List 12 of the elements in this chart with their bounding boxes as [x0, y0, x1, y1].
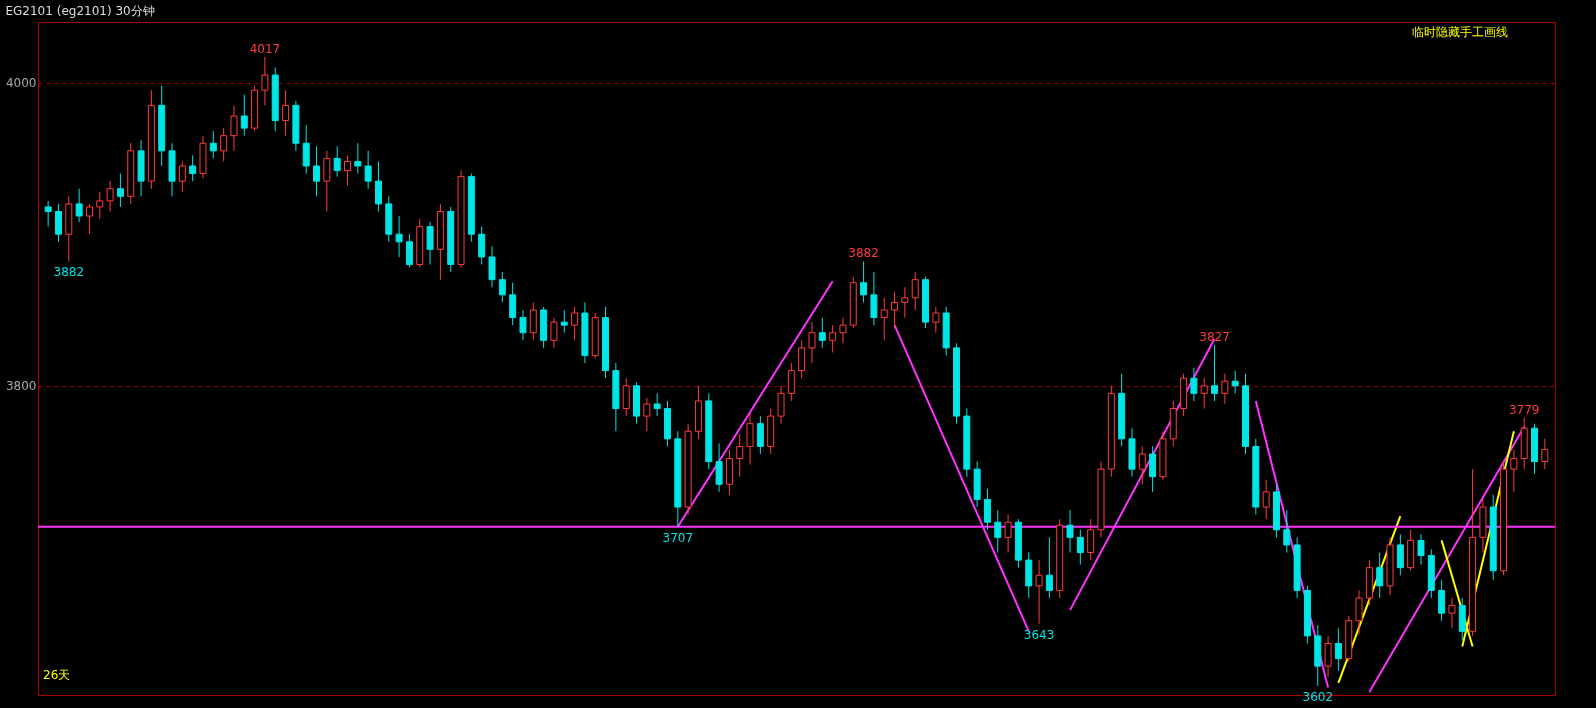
annotation: 3827: [1199, 329, 1230, 344]
y-tick-label: 3800: [5, 379, 37, 394]
annotation: 4017: [249, 41, 281, 56]
annotation: 3882: [848, 246, 879, 261]
annotation: 3882: [53, 265, 85, 280]
annotation: 26天: [43, 668, 71, 682]
y-tick-label: 4000: [5, 76, 37, 91]
chart-title: EG2101 (eg2101) 30分钟: [5, 4, 155, 18]
annotation: 临时隐藏手工画线: [1412, 25, 1508, 39]
annotation: 3707: [662, 530, 694, 545]
annotation: 3643: [1023, 627, 1055, 642]
annotation: 3779: [1508, 402, 1540, 417]
